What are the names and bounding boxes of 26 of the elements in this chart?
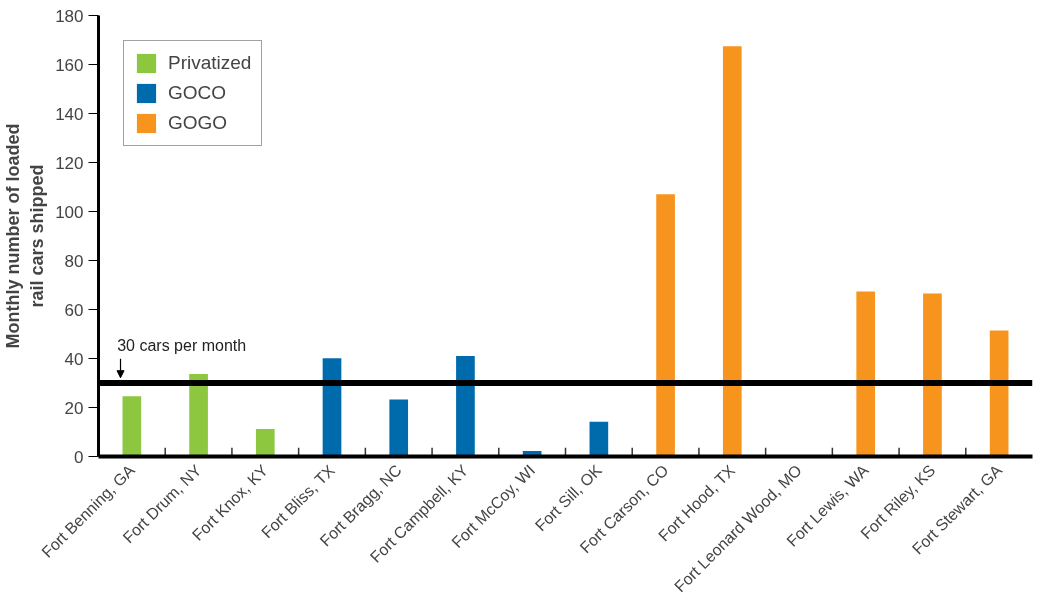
legend-label: GOGO: [168, 112, 228, 134]
bar: [923, 293, 942, 457]
y-tick-label: 40: [64, 349, 84, 369]
bar: [255, 429, 275, 457]
bar: [656, 194, 675, 457]
legend-label: Privatized: [168, 52, 252, 74]
ref-line-label: 30 cars per month: [117, 337, 247, 355]
legend-label: GOCO: [168, 82, 227, 104]
y-tick-label: 80: [64, 251, 84, 271]
y-tick-label: 0: [74, 447, 84, 467]
bar: [122, 396, 142, 457]
y-tick-label: 60: [64, 300, 84, 320]
bar: [589, 421, 609, 457]
y-tick-label: 180: [55, 6, 84, 26]
y-axis-title: Monthly number of loaded rail cars shipped: [3, 123, 48, 349]
bar: [456, 356, 475, 457]
bar: [989, 330, 1009, 457]
bar: [389, 399, 409, 457]
bar: [856, 291, 876, 457]
y-tick-label: 160: [55, 55, 84, 75]
y-tick-label: 20: [64, 398, 84, 418]
y-tick-label: 140: [55, 104, 84, 124]
y-tick-label: 120: [55, 153, 84, 173]
bar: [189, 373, 208, 457]
bar: [722, 46, 742, 457]
y-tick-label: 100: [55, 202, 84, 222]
